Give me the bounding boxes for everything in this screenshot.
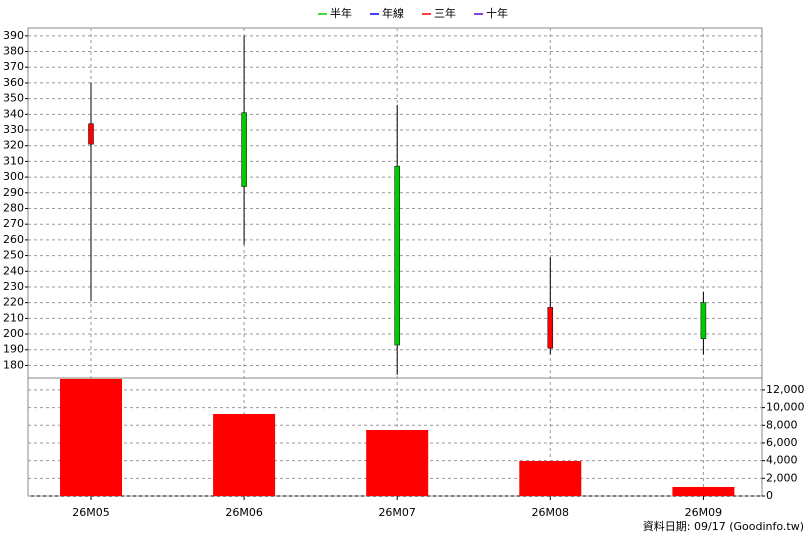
y-tick-label: 320 [3,139,24,152]
y-tick-label: 270 [3,217,24,230]
y-tick-label: 180 [3,358,24,371]
y-tick-label: 300 [3,170,24,183]
volume-bar [519,460,582,496]
y-tick-label: 370 [3,60,24,73]
y2-tick-label: 8,000 [766,418,798,431]
y2-tick-label: 12,000 [766,383,805,396]
x-tick-label: 26M08 [532,506,570,519]
y2-tick-label: 4,000 [766,454,798,467]
legend-label: 年線 [382,6,404,20]
legend-label: 三年 [434,6,456,20]
y-tick-label: 290 [3,186,24,199]
y2-tick-label: 0 [766,489,773,502]
y-tick-label: 250 [3,249,24,262]
candle-body [394,165,400,346]
y-tick-label: 260 [3,233,24,246]
x-tick-label: 26M06 [225,506,263,519]
y-tick-label: 200 [3,327,24,340]
y-tick-label: 390 [3,29,24,42]
y-tick-label: 240 [3,264,24,277]
y-tick-label: 340 [3,107,24,120]
candle-body [547,307,554,349]
y-tick-label: 230 [3,280,24,293]
y-tick-label: 350 [3,92,24,105]
volume-bar [213,413,276,496]
footer: 資料日期: 09/17 (Goodinfo.tw) [643,519,804,533]
y2-tick-label: 2,000 [766,471,798,484]
candle-body [700,302,707,340]
x-tick-label: 26M05 [72,506,110,519]
y-tick-label: 310 [3,154,24,167]
y2-tick-label: 6,000 [766,436,798,449]
x-tick-label: 26M07 [378,506,416,519]
y-tick-label: 280 [3,201,24,214]
y-tick-label: 380 [3,45,24,58]
y-tick-label: 220 [3,296,24,309]
y-tick-label: 330 [3,123,24,136]
volume-bar [366,429,429,496]
candle-body [88,123,94,145]
legend-label: 半年 [330,6,352,20]
legend-label: 十年 [486,6,508,20]
volume-bar [60,378,122,496]
candle-body [241,112,247,187]
volume-bar [672,486,735,496]
y2-tick-label: 10,000 [766,401,805,414]
y-tick-label: 190 [3,343,24,356]
y-tick-label: 360 [3,76,24,89]
y-tick-label: 210 [3,311,24,324]
x-tick-label: 26M09 [685,506,723,519]
